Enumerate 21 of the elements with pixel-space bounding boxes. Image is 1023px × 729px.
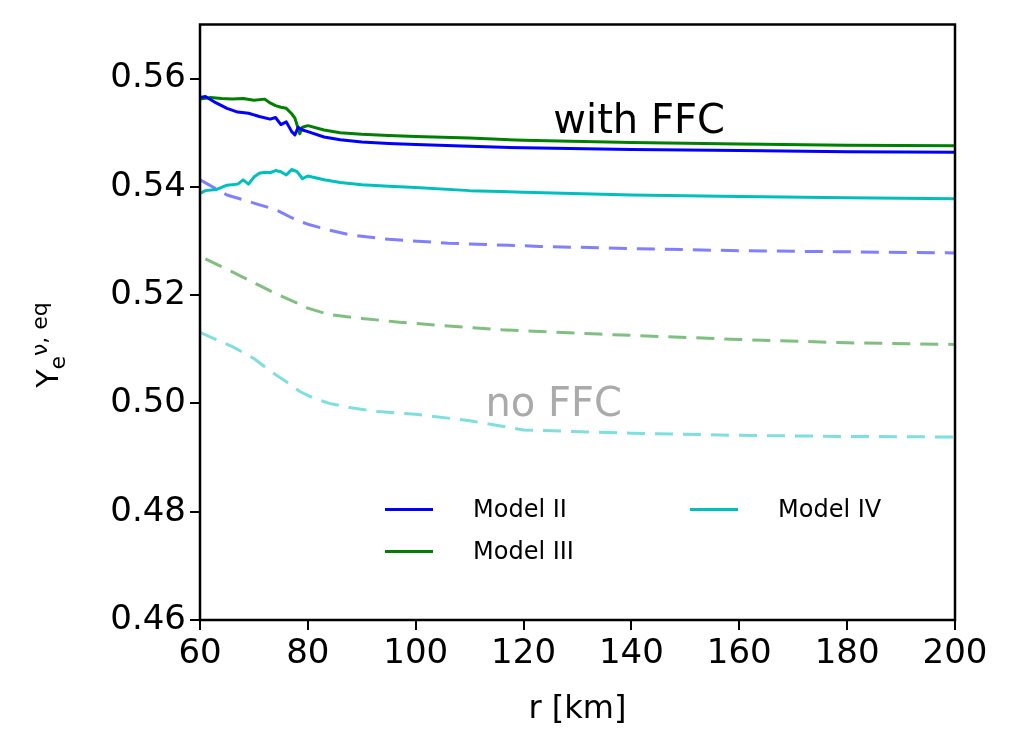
y-tick-label: 0.54 bbox=[110, 163, 186, 204]
line-series bbox=[200, 178, 955, 255]
x-tick-label: 160 bbox=[706, 631, 772, 672]
x-tick-label: 80 bbox=[286, 631, 330, 672]
line-series bbox=[200, 330, 955, 439]
line-series bbox=[203, 257, 955, 346]
legend-label: Model III bbox=[473, 537, 574, 565]
legend-label: Model II bbox=[473, 495, 567, 523]
y-tick-label: 0.48 bbox=[110, 488, 186, 529]
x-tick-label: 180 bbox=[814, 631, 880, 672]
x-axis-title: r [km] bbox=[528, 688, 627, 727]
x-tick-label: 200 bbox=[922, 631, 988, 672]
x-tick-label: 140 bbox=[598, 631, 664, 672]
x-tick-label: 120 bbox=[491, 631, 557, 672]
x-tick-label: 100 bbox=[383, 631, 449, 672]
annotation: with FFC bbox=[553, 96, 725, 143]
annotation: no FFC bbox=[485, 378, 622, 425]
y-tick-label: 0.50 bbox=[110, 380, 186, 421]
y-tick-label: 0.56 bbox=[110, 55, 186, 96]
legend-label: Model IV bbox=[778, 495, 882, 523]
y-tick-label: 0.52 bbox=[110, 271, 186, 312]
